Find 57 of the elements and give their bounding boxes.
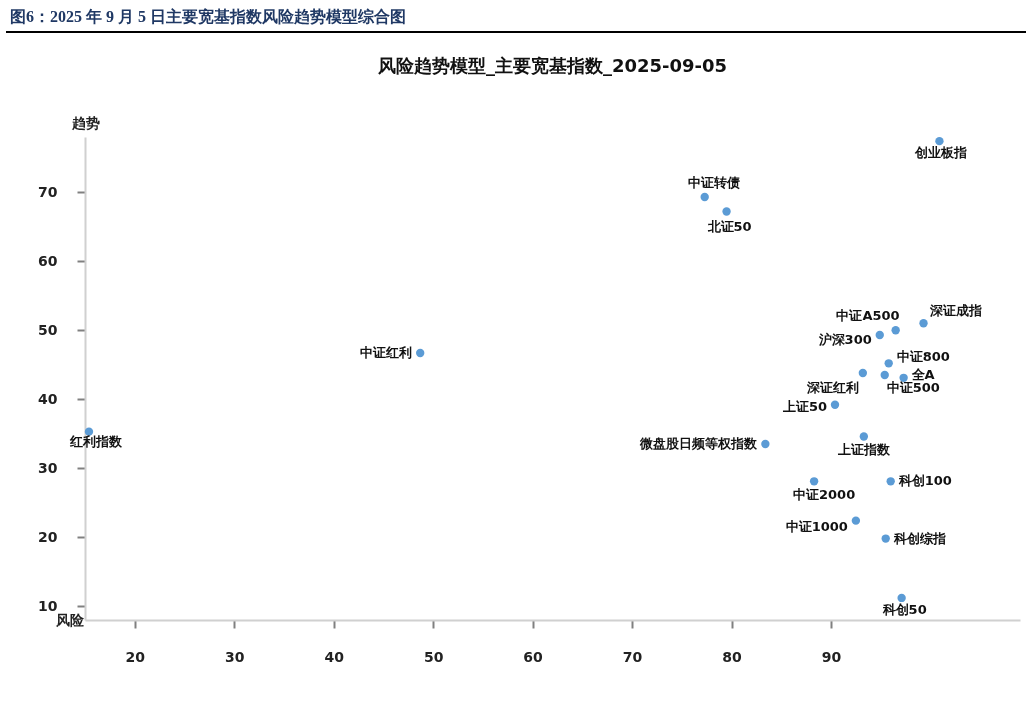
y-axis-title: 趋势 (70, 114, 100, 131)
series-label: 中证A500 (836, 308, 900, 324)
y-tick-label: 40 (38, 390, 58, 407)
series-label: 科创100 (897, 473, 952, 489)
point (886, 477, 895, 486)
series-label: 创业板指 (914, 145, 968, 161)
point (700, 192, 709, 202)
y-tick-label: 10 (38, 597, 58, 614)
series-label: 中证红利 (360, 344, 413, 360)
point (884, 359, 893, 368)
series-label: 红利指数 (68, 433, 123, 449)
point (851, 516, 861, 525)
x-tick-label: 50 (423, 648, 444, 665)
series-label: 沪深300 (817, 332, 872, 348)
x-tick-label: 20 (125, 648, 146, 665)
point (416, 348, 425, 358)
series-label: 科创综指 (892, 530, 946, 546)
point (880, 370, 889, 380)
series-label: 科创50 (881, 601, 927, 617)
point (935, 136, 944, 146)
series-label: 中证转债 (687, 175, 740, 191)
x-tick-label: 70 (622, 648, 643, 665)
series-label: 中证1000 (785, 518, 848, 534)
series-label: 上证指数 (836, 442, 891, 458)
series-label: 全A (910, 366, 935, 382)
point (859, 432, 869, 441)
point (875, 330, 884, 340)
point (809, 477, 819, 486)
series-label: 上证50 (781, 398, 827, 414)
chart-subtitle: 风险趋势模型_主要宽基指数_2025-09-05 (376, 55, 728, 76)
series-label: 中证500 (886, 380, 940, 396)
y-tick-label: 70 (38, 183, 58, 200)
series-label: 微盘股日频等权指数 (639, 436, 759, 452)
point (830, 400, 840, 409)
x-tick-label: 60 (523, 648, 544, 665)
x-tick-label: 80 (722, 648, 743, 665)
x-tick-label: 40 (324, 648, 345, 665)
y-tick-label: 30 (38, 459, 58, 476)
series-label: 深证成指 (928, 303, 982, 319)
series-label: 深证红利 (805, 379, 859, 395)
y-tick-label: 50 (38, 321, 58, 338)
series-label: 北证50 (706, 218, 752, 234)
x-tick-label: 30 (224, 648, 245, 665)
x-tick-label: 90 (821, 648, 842, 665)
chart-title: 图6：2025 年 9 月 5 日主要宽基指数风险趋势模型综合图 (6, 0, 1026, 33)
y-tick-label: 20 (38, 528, 58, 545)
series-label: 中证2000 (793, 487, 856, 503)
point (919, 319, 928, 328)
x-axis-title: 风险 (54, 611, 85, 628)
point (722, 207, 731, 216)
point (891, 326, 900, 335)
point (897, 593, 906, 603)
series-label: 中证800 (896, 349, 950, 365)
point (761, 439, 770, 449)
y-tick-label: 60 (38, 252, 58, 269)
point (858, 368, 868, 378)
point (881, 534, 890, 543)
